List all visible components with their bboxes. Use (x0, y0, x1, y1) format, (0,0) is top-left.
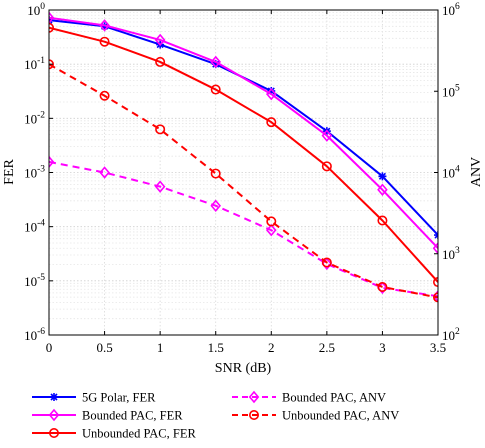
data-point (265, 223, 277, 237)
data-point (154, 33, 166, 47)
ticks: 0 0.5 1 1.5 2 2.5 3 3.5 100 10-1 10-2 10-3 10-4 10-5 1… (24, 2, 460, 355)
series-4 (49, 59, 438, 303)
data-point (99, 19, 110, 32)
legend-marker (48, 427, 59, 438)
series-2 (49, 22, 438, 288)
legend-label: 5G Polar, FER (82, 391, 156, 405)
x-tick-label: 3 (379, 340, 386, 355)
data-point (49, 22, 54, 33)
data-point (155, 56, 166, 67)
data-point (210, 84, 221, 95)
data-point (99, 90, 110, 101)
y-tick-label-right: 106 (442, 2, 460, 18)
y-tick-label-left: 10-1 (24, 56, 45, 72)
y-tick-label-left: 10-5 (24, 273, 45, 289)
data-point (266, 216, 277, 227)
data-point (49, 59, 54, 70)
y-axis-label-right: ANV (469, 157, 484, 187)
y-tick-label-right: 105 (442, 83, 460, 99)
legend-marker (50, 393, 58, 401)
legend-marker (48, 408, 60, 422)
data-point (378, 172, 387, 181)
data-point (210, 199, 222, 212)
y-tick-label-left: 100 (27, 2, 45, 18)
data-point (377, 281, 388, 292)
data-point (155, 124, 166, 135)
legend-label: Unbounded PAC, FER (82, 427, 196, 441)
y-tick-label-left: 10-4 (24, 219, 45, 235)
data-point (321, 161, 332, 172)
series-line (49, 19, 438, 236)
legend-entry: Unbounded PAC, ANV (232, 409, 399, 423)
y-tick-label-left: 10-2 (24, 110, 45, 126)
x-tick-label: 1 (157, 340, 164, 355)
data-point (49, 11, 55, 24)
data-point (321, 129, 333, 142)
series-1 (49, 11, 438, 255)
x-tick-label: 2 (268, 340, 275, 355)
data-point (266, 117, 277, 128)
data-point (99, 36, 110, 47)
series-line (49, 26, 438, 283)
data-point (49, 155, 55, 169)
data-point (377, 215, 388, 226)
data-point (210, 168, 221, 179)
y-tick-label-left: 10-3 (24, 165, 45, 181)
legend-entry: Bounded PAC, FER (32, 409, 183, 423)
y-tick-label-right: 103 (442, 246, 460, 262)
legend: 5G Polar, FER Bounded PAC, FER Unbounded P… (32, 391, 399, 441)
legend-marker (249, 409, 260, 420)
x-axis-label: SNR (dB) (215, 361, 272, 376)
x-tick-label: 2.5 (319, 340, 335, 355)
x-tick-label: 0.5 (96, 340, 112, 355)
legend-entry: Bounded PAC, ANV (232, 391, 386, 405)
y-tick-label-right: 104 (442, 165, 460, 181)
x-tick-label: 0 (46, 340, 53, 355)
data-point (99, 166, 110, 179)
y-axis-label-left: FER (2, 159, 17, 185)
series-line (49, 63, 438, 299)
data-point (154, 180, 166, 193)
legend-label: Unbounded PAC, ANV (282, 409, 399, 423)
y-tick-label-left: 10-6 (24, 327, 45, 343)
x-tick-label: 1.5 (208, 340, 224, 355)
series-line (49, 160, 438, 298)
series-layer (49, 11, 438, 303)
series-line (49, 16, 438, 249)
data-point (321, 257, 333, 271)
legend-marker (248, 390, 260, 404)
legend-entry: Unbounded PAC, FER (32, 427, 196, 441)
legend-label: Bounded PAC, ANV (282, 391, 386, 405)
data-point (210, 55, 222, 69)
data-point (434, 231, 438, 240)
x-tick-label: 3.5 (430, 340, 446, 355)
y-tick-label-right: 102 (442, 327, 460, 343)
legend-label: Bounded PAC, FER (82, 409, 183, 423)
data-point (265, 87, 277, 101)
legend-entry: 5G Polar, FER (32, 391, 156, 405)
data-point (377, 183, 388, 197)
data-point (432, 241, 438, 255)
data-point (321, 257, 332, 268)
